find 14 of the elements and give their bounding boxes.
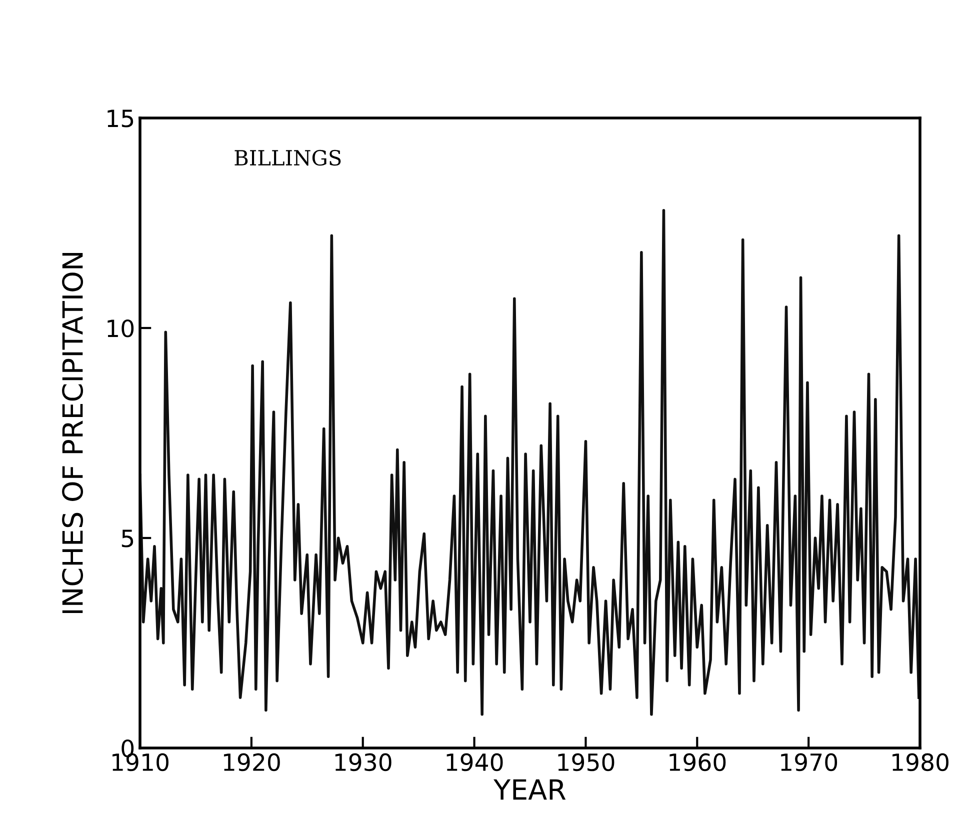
y-tick-label: 10 bbox=[108, 319, 134, 338]
x-tick-label: 1960 bbox=[670, 753, 726, 772]
annotation: BILLINGS bbox=[234, 150, 341, 166]
x-tick-label: 1940 bbox=[446, 753, 503, 772]
x-axis-title: YEAR bbox=[494, 779, 566, 800]
line-series bbox=[140, 209, 920, 716]
x-tick-label: 1970 bbox=[781, 753, 838, 772]
y-tick-label: 5 bbox=[122, 530, 134, 548]
x-tick-label: 1920 bbox=[224, 753, 280, 772]
x-tick-label: 1950 bbox=[558, 753, 614, 772]
x-tick-label: 1980 bbox=[892, 753, 948, 772]
y-axis-title: INCHES OF PRECIPITATION bbox=[62, 252, 84, 614]
y-tick-label: 15 bbox=[108, 110, 134, 128]
x-tick-label: 1930 bbox=[335, 753, 392, 772]
